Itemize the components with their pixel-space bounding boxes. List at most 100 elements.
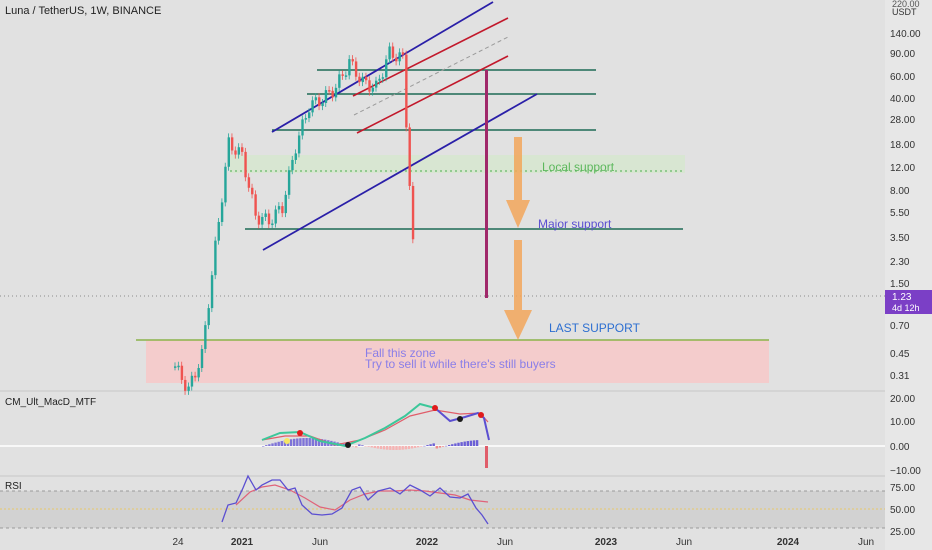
macd-hist-bar bbox=[401, 446, 404, 450]
time-tick-label[interactable]: Jun bbox=[676, 537, 692, 548]
price-tick-label: 3.50 bbox=[890, 233, 910, 244]
candle-body bbox=[187, 386, 190, 391]
macd-hist-bar bbox=[413, 446, 417, 448]
macd-hist-bar bbox=[289, 439, 293, 446]
price-tick-label: 40.00 bbox=[890, 94, 915, 105]
time-tick-label[interactable]: 2024 bbox=[777, 537, 800, 548]
candle-body bbox=[318, 97, 321, 107]
currency-label: USDT bbox=[892, 7, 917, 17]
macd-hist-bar bbox=[379, 446, 383, 450]
rsi-tick-label: 75.00 bbox=[890, 483, 915, 494]
candle-body bbox=[177, 365, 180, 368]
macd-hist-bar bbox=[423, 445, 426, 447]
sell-zone bbox=[146, 340, 769, 383]
price-tick-label: 28.00 bbox=[890, 115, 915, 126]
price-axis[interactable]: 140.00 90.00 60.00 40.00 28.00 18.00 12.00 8.00… bbox=[890, 29, 921, 382]
macd-hist-bar bbox=[386, 446, 389, 450]
macd-hist-bar bbox=[268, 444, 271, 446]
candle-body bbox=[341, 74, 344, 76]
candle-body bbox=[271, 223, 274, 226]
macd-cross-dots bbox=[284, 405, 484, 448]
candle-body bbox=[284, 194, 287, 214]
candle-body bbox=[401, 52, 405, 55]
candle-body bbox=[338, 74, 341, 88]
macd-cross-dot bbox=[457, 416, 463, 422]
macd-cross-dot bbox=[284, 438, 290, 444]
price-tick-label: 12.00 bbox=[890, 163, 915, 174]
time-tick-label[interactable]: 24 bbox=[172, 537, 184, 548]
candle-body bbox=[294, 153, 297, 160]
macd-line-bear bbox=[434, 407, 490, 441]
candle-body bbox=[220, 202, 224, 222]
macd-hist-bar bbox=[370, 446, 373, 448]
candle-body bbox=[381, 77, 385, 79]
channel-lower-line bbox=[262, 93, 538, 251]
macd-hist-bar bbox=[460, 442, 463, 446]
macd-hist-bar bbox=[320, 439, 324, 446]
macd-indicator-name[interactable]: CM_Ult_MacD_MTF bbox=[5, 397, 96, 408]
macd-tick-label: 10.00 bbox=[890, 417, 915, 428]
candle-body bbox=[244, 151, 247, 178]
candle-body bbox=[348, 59, 351, 76]
candle-body bbox=[395, 57, 398, 62]
crash-candle bbox=[485, 70, 488, 298]
macd-hist-bar bbox=[438, 446, 442, 448]
macd-hist-bar bbox=[299, 438, 302, 446]
macd-cross-dot bbox=[297, 430, 303, 436]
major-support-label: Major support bbox=[538, 217, 612, 231]
time-tick-label[interactable]: 2022 bbox=[416, 537, 439, 548]
symbol-title[interactable]: Luna / TetherUS, 1W, BINANCE bbox=[5, 5, 161, 17]
macd-hist-bar bbox=[417, 446, 420, 448]
time-tick-label[interactable]: Jun bbox=[858, 537, 874, 548]
time-axis[interactable]: 24 2021 Jun 2022 Jun 2023 Jun 2024 Jun bbox=[172, 537, 874, 548]
candle-body bbox=[408, 127, 411, 186]
candle-body bbox=[254, 194, 257, 216]
rsi-indicator-name[interactable]: RSI bbox=[5, 481, 22, 492]
price-tick-label: 8.00 bbox=[890, 186, 910, 197]
price-tick-label: 140.00 bbox=[890, 29, 921, 40]
macd-hist-bar bbox=[432, 443, 435, 446]
candle-body bbox=[314, 97, 318, 101]
macd-hist-bar bbox=[454, 443, 457, 446]
macd-hist-bar bbox=[389, 446, 392, 450]
price-tick-label: 0.70 bbox=[890, 321, 910, 332]
macd-hist-bar bbox=[361, 445, 364, 446]
price-tick-label: 18.00 bbox=[890, 140, 915, 151]
candle-body bbox=[398, 52, 401, 62]
macd-hist-bar bbox=[469, 440, 473, 446]
macd-tick-label: 0.00 bbox=[890, 442, 910, 453]
macd-hist-bar bbox=[317, 438, 321, 446]
candle-body bbox=[291, 159, 294, 171]
price-tick-label: 90.00 bbox=[890, 49, 915, 60]
macd-hist-bar bbox=[355, 446, 358, 448]
candle-body bbox=[287, 170, 291, 195]
macd-hist-bar bbox=[305, 438, 308, 446]
candle-body bbox=[311, 100, 314, 113]
candle-body bbox=[297, 135, 301, 154]
top-price-partial: 220.00 bbox=[892, 0, 920, 9]
candle-body bbox=[358, 76, 361, 83]
candle-body bbox=[230, 137, 234, 151]
macd-hist-bar bbox=[395, 446, 398, 450]
candle-body bbox=[354, 61, 358, 77]
macd-hist-bar bbox=[404, 446, 407, 450]
candle-body bbox=[264, 213, 267, 217]
time-tick-label[interactable]: 2021 bbox=[231, 537, 254, 548]
candle-body bbox=[331, 90, 334, 98]
time-tick-label[interactable]: Jun bbox=[497, 537, 513, 548]
time-tick-label[interactable]: 2023 bbox=[595, 537, 618, 548]
inner-channel-mid bbox=[353, 36, 509, 116]
macd-hist-bar bbox=[451, 444, 454, 446]
candle-body bbox=[180, 365, 184, 380]
macd-hist-bar bbox=[392, 446, 395, 450]
candle-body bbox=[371, 87, 375, 92]
price-tick-label: 60.00 bbox=[890, 72, 915, 83]
candle-body bbox=[194, 375, 197, 378]
macd-hist-bar bbox=[420, 446, 423, 447]
macd-hist-bar bbox=[373, 446, 376, 449]
down-arrow-icon-2 bbox=[504, 240, 532, 340]
time-tick-label[interactable]: Jun bbox=[312, 537, 328, 548]
macd-hist-bar bbox=[311, 438, 314, 446]
